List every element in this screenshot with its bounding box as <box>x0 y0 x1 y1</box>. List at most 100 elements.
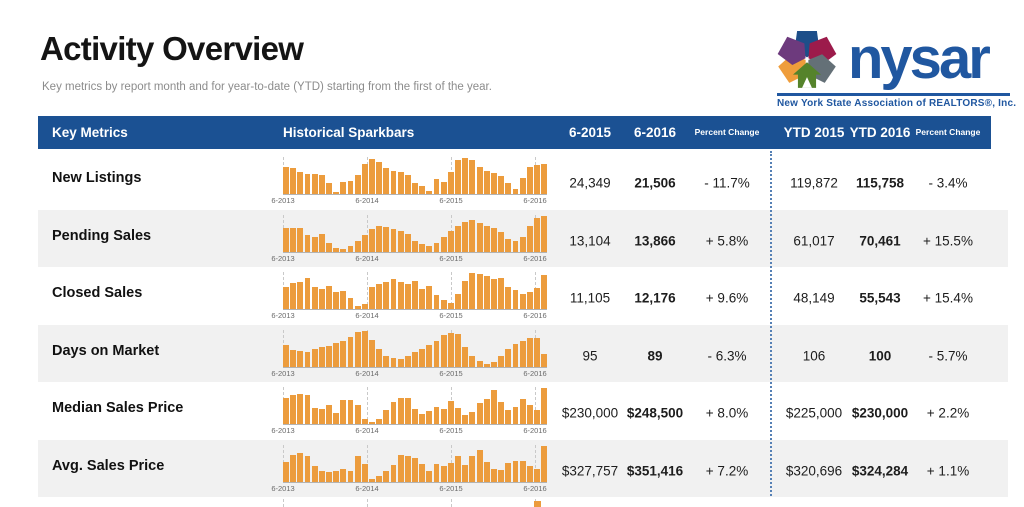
sparkbar-bar <box>483 364 490 367</box>
sparkbar-bar <box>505 349 512 367</box>
value-month-curr: $248,500 <box>626 405 684 421</box>
sparkbar-bar <box>476 361 483 367</box>
sparkbar-bar <box>440 465 447 482</box>
sparkbar: 6-2013 6-2014 6-2015 6-2016 <box>271 272 548 320</box>
sparkbar-bar <box>447 400 454 424</box>
sparkbar-bar <box>333 343 340 367</box>
sparkbar-bar <box>512 188 519 194</box>
sparkbar-bar <box>469 219 476 252</box>
sparkbar-gridline <box>367 272 368 310</box>
sparkbar-bar <box>290 283 297 309</box>
column-key-metrics: Key Metrics <box>52 125 128 140</box>
sparkbar-bar <box>426 344 433 367</box>
sparkbar-bar <box>326 242 332 252</box>
sparkbar-baseline <box>283 481 547 483</box>
sparkbar-bar <box>440 300 447 309</box>
value-ytd-curr: 55,543 <box>859 290 901 306</box>
sparkbar: 6-2013 6-2014 6-2015 6-2016 <box>271 157 548 205</box>
value-ytd-prev: $320,696 <box>785 463 843 479</box>
value-month-curr: 13,866 <box>634 233 676 249</box>
sparkbar-bar <box>326 285 332 309</box>
value-month-prev: $230,000 <box>561 405 619 421</box>
sparkbar-bar <box>304 455 311 482</box>
table-row: Pending Sales 6-2013 6-2014 6-2015 6-201… <box>38 209 1008 267</box>
sparkbar-bar <box>304 173 311 194</box>
sparkbar-bar <box>419 413 426 424</box>
value-ytd-curr: 70,461 <box>859 233 901 249</box>
sparkbar-bar <box>404 456 411 482</box>
value-ytd-pct-change: - 3.4% <box>928 175 968 191</box>
sparkbar-bars <box>283 445 548 482</box>
sparkbar-bar <box>498 469 505 482</box>
table-row: Closed Sales 6-2013 6-2014 6-2015 6-2016… <box>38 267 1008 325</box>
column-sparkbars: Historical Sparkbars <box>283 125 415 140</box>
sparkbar-bar <box>476 274 483 309</box>
column-month-curr: 6-2016 <box>633 125 677 140</box>
sparkbar-bar <box>440 181 447 194</box>
sparkbar-bar <box>340 468 347 482</box>
table-header: Key Metrics Historical Sparkbars 6-2015 … <box>38 116 991 149</box>
sparkbar-axis-label: 6-2016 <box>523 196 547 205</box>
sparkbar-baseline <box>283 424 547 425</box>
sparkbar-bar <box>311 466 318 482</box>
sparkbar-bar <box>376 161 383 194</box>
value-month-prev: 24,349 <box>569 175 611 191</box>
sparkbar-bar <box>290 395 297 424</box>
value-month-prev: 11,105 <box>569 290 611 306</box>
sparkbar-bar <box>512 289 519 309</box>
metric-label: Days on Market <box>52 342 160 359</box>
sparkbar-bar <box>483 225 490 252</box>
sparkbar-bar <box>361 330 368 367</box>
sparkbar-bar <box>326 183 332 194</box>
sparkbar-bar <box>283 398 289 424</box>
sparkbar-bar <box>469 159 476 194</box>
value-pct-change: + 8.0% <box>705 405 749 421</box>
sparkbar-gridline <box>367 499 368 507</box>
sparkbar-bar <box>304 278 311 309</box>
value-ytd-prev: 61,017 <box>793 233 835 249</box>
sparkbar-bar <box>404 398 411 424</box>
sparkbar-bar <box>476 449 483 482</box>
sparkbar-bar <box>419 348 426 367</box>
sparkbar-bar <box>297 393 304 424</box>
sparkbar-bar <box>397 172 404 194</box>
sparkbar-bar <box>526 292 533 309</box>
sparkbar-bar <box>534 337 540 367</box>
sparkbar-bar <box>505 238 512 252</box>
value-ytd-pct-change: + 15.4% <box>923 290 973 306</box>
table-row: Avg. Sales Price 6-2013 6-2014 6-2015 6-… <box>38 439 1008 497</box>
sparkbar-bar <box>297 172 304 194</box>
sparkbar-bar <box>433 464 440 482</box>
sparkbar-bar <box>333 247 340 252</box>
column-month-prev: 6-2015 <box>568 125 612 140</box>
sparkbar-bar <box>541 215 548 252</box>
sparkbar-bar <box>390 465 397 482</box>
sparkbar-bar <box>361 234 368 252</box>
sparkbar-bar <box>347 298 354 309</box>
sparkbar-bar <box>283 287 289 309</box>
sparkbar-bars <box>283 330 548 367</box>
value-pct-change: - 6.3% <box>707 348 747 364</box>
sparkbar-bar <box>498 278 505 309</box>
sparkbar-bar <box>383 281 390 309</box>
sparkbar-bar <box>340 248 347 252</box>
sparkbar-bar <box>433 295 440 309</box>
sparkbar-bar <box>383 471 390 482</box>
sparkbar: 6-2013 6-2014 6-2015 6-2016 <box>271 387 548 435</box>
column-ytd-pct-change: Percent Change <box>915 127 981 137</box>
sparkbar-bar <box>455 293 461 309</box>
column-ytd-curr: YTD 2016 <box>849 125 911 140</box>
sparkbar-bar <box>318 408 325 424</box>
sparkbar-bars <box>283 158 548 194</box>
sparkbar-bar <box>354 174 361 194</box>
sparkbar-bar <box>340 291 347 309</box>
sparkbar-bar <box>376 283 383 309</box>
sparkbar-bar <box>519 460 526 482</box>
sparkbar-bar <box>383 410 390 424</box>
sparkbar-bar <box>534 501 541 507</box>
value-ytd-prev: $225,000 <box>785 405 843 421</box>
sparkbar-bar <box>526 405 533 424</box>
sparkbar-gridline <box>451 272 452 310</box>
sparkbar-bar <box>383 168 390 194</box>
sparkbar-axis-label: 6-2014 <box>355 253 379 263</box>
